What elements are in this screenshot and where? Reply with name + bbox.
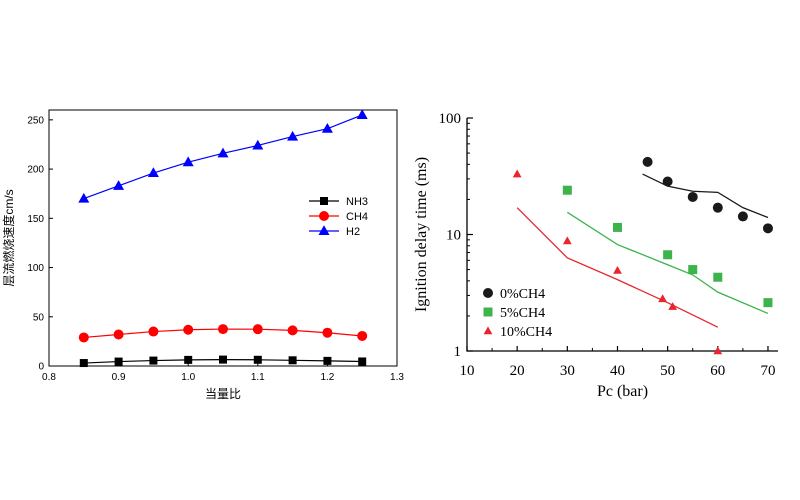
- laminar-burning-velocity-chart: 0.8 0.9 1.0 1.1 1.2 1.3 0 50 100 150 200 250 NH3 CH4…: [1, 109, 404, 401]
- data-point-h2: [252, 139, 264, 150]
- data-point-0pct-ch4: [737, 211, 748, 222]
- data-point-h2: [217, 147, 229, 158]
- left-y-tick-label: 100: [27, 263, 44, 274]
- data-point-ch4: [322, 327, 333, 338]
- data-point-nh3: [253, 355, 262, 364]
- data-point-0pct-ch4: [762, 223, 773, 234]
- right-x-tick-label: 20: [510, 363, 525, 379]
- data-point-0pct-ch4: [642, 156, 653, 167]
- data-point-5pct-ch4: [763, 298, 773, 308]
- data-point-ch4: [252, 324, 263, 335]
- data-point-h2: [321, 122, 333, 133]
- legend-label-h2: H2: [346, 226, 360, 238]
- data-point-10pct-ch4: [658, 294, 668, 303]
- legend-label-10pct-ch4: 10%CH4: [500, 325, 552, 340]
- right-x-tick-label: 60: [710, 363, 725, 379]
- left-legend: NH3 CH4 H2: [309, 196, 368, 238]
- model-line-10pct-ch4: [516, 207, 719, 328]
- data-point-ch4: [148, 326, 159, 337]
- left-x-tick-label: 1.2: [320, 372, 334, 383]
- left-y-tick-label: 50: [33, 312, 45, 323]
- ignition-delay-chart: 10 20 30 40 50 60 70 1 10 100 0%CH4 5%CH4 10%CH4 Pc…: [413, 111, 778, 400]
- left-x-tick-label: 0.9: [112, 372, 126, 383]
- left-y-tick-label: 0: [38, 362, 44, 373]
- left-x-tick-label: 1.3: [390, 372, 404, 383]
- data-point-10pct-ch4: [562, 236, 572, 245]
- data-point-nh3: [184, 355, 193, 364]
- right-x-tick-label: 30: [560, 363, 575, 379]
- left-y-axis-label: 层流燃烧速度cm/s: [1, 189, 16, 286]
- data-point-nh3: [114, 357, 123, 366]
- right-x-tick-label: 70: [760, 363, 775, 379]
- data-point-5pct-ch4: [612, 222, 622, 232]
- legend-label-ch4: CH4: [346, 211, 368, 223]
- right-legend: 0%CH4 5%CH4 10%CH4: [483, 287, 552, 340]
- legend-marker-10pct-ch4: [483, 326, 493, 335]
- left-plot-frame: [48, 109, 398, 367]
- data-point-nh3: [358, 357, 367, 366]
- right-x-tick-label: 10: [460, 363, 475, 379]
- data-point-0pct-ch4: [662, 176, 673, 187]
- data-point-5pct-ch4: [562, 185, 572, 195]
- data-point-5pct-ch4: [663, 250, 673, 260]
- data-point-10pct-ch4: [613, 265, 622, 274]
- legend-marker-nh3: [320, 197, 328, 205]
- right-y-tick-label: 10: [446, 228, 461, 244]
- legend-label-nh3: NH3: [346, 196, 368, 208]
- right-x-axis-label: Pc (bar): [597, 383, 648, 400]
- legend-label-5pct-ch4: 5%CH4: [500, 306, 545, 321]
- left-y-tick-label: 150: [27, 214, 44, 225]
- left-x-tick-label: 1.0: [181, 372, 195, 383]
- right-y-axis-label: Ignition delay time (ms): [413, 157, 430, 312]
- legend-marker-5pct-ch4: [483, 307, 493, 317]
- data-point-5pct-ch4: [688, 265, 698, 275]
- data-point-h2: [287, 130, 299, 141]
- right-x-tick-label: 40: [610, 363, 625, 379]
- data-point-0pct-ch4: [687, 191, 698, 202]
- data-point-nh3: [79, 359, 88, 368]
- left-y-tick-label: 200: [27, 165, 44, 176]
- model-line-5pct-ch4: [566, 211, 769, 315]
- data-point-0pct-ch4: [712, 202, 723, 213]
- data-point-10pct-ch4: [512, 169, 522, 178]
- data-point-h2: [113, 180, 125, 190]
- data-point-nh3: [219, 355, 227, 364]
- data-point-5pct-ch4: [713, 272, 723, 282]
- legend-label-0pct-ch4: 0%CH4: [500, 287, 545, 302]
- right-y-tick-label: 100: [439, 111, 462, 127]
- data-point-10pct-ch4: [713, 346, 723, 355]
- data-point-nh3: [323, 356, 332, 365]
- data-point-nh3: [149, 356, 158, 365]
- left-x-tick-label: 0.8: [42, 372, 56, 383]
- data-point-ch4: [357, 330, 368, 341]
- right-y-tick-label: 1: [454, 344, 462, 360]
- data-point-nh3: [288, 356, 297, 365]
- legend-marker-0pct-ch4: [483, 288, 493, 298]
- data-point-ch4: [113, 329, 124, 340]
- left-x-tick-label: 1.1: [251, 372, 265, 383]
- data-point-h2: [356, 109, 368, 119]
- data-point-ch4: [183, 324, 194, 335]
- data-point-h2: [147, 167, 159, 178]
- right-x-tick-label: 50: [660, 363, 675, 379]
- data-point-ch4: [218, 324, 228, 335]
- data-point-ch4: [287, 325, 298, 336]
- left-x-axis-label: 当量比: [205, 387, 241, 401]
- data-point-ch4: [78, 332, 89, 343]
- legend-marker-h2: [318, 225, 330, 236]
- data-point-10pct-ch4: [668, 302, 678, 310]
- data-point-h2: [182, 156, 194, 167]
- legend-marker-ch4: [319, 211, 329, 221]
- left-y-tick-label: 250: [27, 115, 44, 126]
- data-point-h2: [78, 192, 90, 203]
